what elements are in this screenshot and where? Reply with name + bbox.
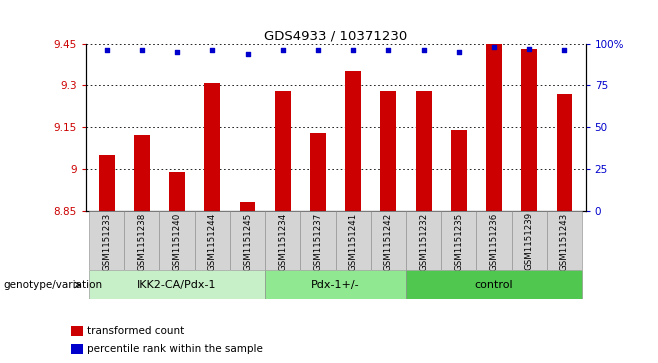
- Bar: [380, 91, 396, 211]
- Text: IKK2-CA/Pdx-1: IKK2-CA/Pdx-1: [138, 280, 217, 290]
- Text: GSM1151235: GSM1151235: [454, 212, 463, 270]
- Text: GSM1151234: GSM1151234: [278, 212, 288, 270]
- Bar: [159, 211, 195, 270]
- Bar: [451, 130, 467, 211]
- Text: control: control: [474, 280, 513, 290]
- Point: [313, 47, 323, 53]
- Bar: [512, 211, 547, 270]
- Bar: [336, 211, 371, 270]
- Bar: [300, 211, 336, 270]
- Point: [242, 51, 253, 57]
- Bar: [406, 211, 442, 270]
- Bar: [240, 202, 255, 211]
- Text: Pdx-1+/-: Pdx-1+/-: [311, 280, 360, 290]
- Point: [101, 47, 112, 53]
- Bar: [205, 82, 220, 211]
- Bar: [124, 211, 159, 270]
- Point: [278, 47, 288, 53]
- Point: [418, 47, 429, 53]
- Text: GSM1151238: GSM1151238: [138, 212, 146, 270]
- Bar: [71, 326, 83, 336]
- Point: [524, 46, 534, 52]
- Point: [207, 47, 218, 53]
- Point: [348, 47, 359, 53]
- Text: GSM1151239: GSM1151239: [525, 212, 534, 270]
- Bar: [547, 211, 582, 270]
- Text: GSM1151232: GSM1151232: [419, 212, 428, 270]
- Bar: [89, 211, 124, 270]
- Bar: [195, 211, 230, 270]
- Bar: [99, 155, 114, 211]
- Bar: [89, 270, 265, 299]
- Point: [559, 47, 570, 53]
- Text: transformed count: transformed count: [87, 326, 184, 336]
- Point: [383, 47, 393, 53]
- Bar: [476, 211, 512, 270]
- Title: GDS4933 / 10371230: GDS4933 / 10371230: [264, 29, 407, 42]
- Bar: [169, 172, 185, 211]
- Text: GSM1151236: GSM1151236: [490, 212, 499, 270]
- Text: genotype/variation: genotype/variation: [3, 280, 103, 290]
- Bar: [134, 135, 150, 211]
- Text: GSM1151233: GSM1151233: [102, 212, 111, 270]
- Bar: [442, 211, 476, 270]
- Bar: [71, 344, 83, 354]
- Text: GSM1151237: GSM1151237: [313, 212, 322, 270]
- Bar: [265, 211, 300, 270]
- Text: GSM1151241: GSM1151241: [349, 212, 358, 270]
- Point: [137, 47, 147, 53]
- Point: [453, 49, 464, 55]
- Point: [489, 44, 499, 50]
- Bar: [265, 270, 406, 299]
- Bar: [406, 270, 582, 299]
- Text: GSM1151245: GSM1151245: [243, 212, 252, 270]
- Text: GSM1151242: GSM1151242: [384, 212, 393, 270]
- Bar: [230, 211, 265, 270]
- Bar: [416, 91, 432, 211]
- Bar: [345, 72, 361, 211]
- Bar: [275, 91, 291, 211]
- Text: percentile rank within the sample: percentile rank within the sample: [87, 344, 263, 354]
- Bar: [557, 94, 572, 211]
- Text: GSM1151243: GSM1151243: [560, 212, 569, 270]
- Point: [172, 49, 182, 55]
- Text: GSM1151240: GSM1151240: [172, 212, 182, 270]
- Bar: [486, 44, 502, 211]
- Bar: [310, 132, 326, 211]
- Text: GSM1151244: GSM1151244: [208, 212, 217, 270]
- Bar: [521, 49, 537, 211]
- Bar: [371, 211, 406, 270]
